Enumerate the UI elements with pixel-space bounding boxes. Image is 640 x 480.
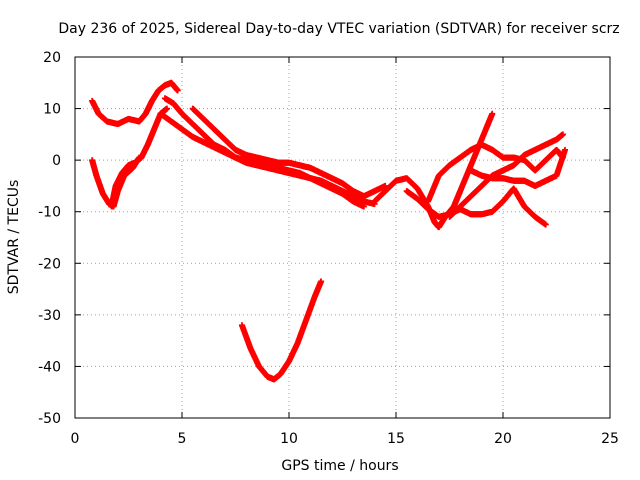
axis-ticks — [74, 56, 611, 419]
y-tick-label: -10 — [38, 205, 61, 221]
grid-lines — [75, 57, 610, 418]
x-tick-label: 15 — [387, 431, 405, 447]
y-axis-label: SDTVAR / TECUs — [6, 180, 22, 295]
data-point — [489, 110, 496, 117]
y-tick-label: 10 — [43, 102, 61, 118]
series-track-i — [403, 185, 549, 228]
y-tick-labels: -50 -40 -30 -20 -10 0 10 20 — [38, 50, 61, 427]
y-tick-label: 20 — [43, 50, 61, 66]
x-tick-label: 10 — [280, 431, 298, 447]
y-tick-label: 0 — [52, 153, 61, 169]
data-point — [542, 221, 549, 228]
plot-frame — [74, 56, 611, 419]
x-tick-label: 25 — [601, 431, 619, 447]
data-point — [174, 87, 181, 94]
x-tick-label: 5 — [178, 431, 187, 447]
x-tick-labels: 0 5 10 15 20 25 — [71, 431, 619, 447]
data-points — [89, 79, 569, 383]
data-point — [360, 203, 367, 210]
series-track-e — [157, 110, 367, 210]
data-point — [562, 146, 569, 153]
data-point — [164, 105, 171, 112]
chart-title: Day 236 of 2025, Sidereal Day-to-day VTE… — [58, 21, 619, 37]
series-track-f — [189, 105, 389, 200]
series-track-l — [467, 146, 569, 189]
x-axis-label: GPS time / hours — [281, 458, 398, 474]
x-tick-label: 0 — [71, 431, 80, 447]
data-point — [318, 278, 325, 285]
x-tick-label: 20 — [494, 431, 512, 447]
y-tick-label: -40 — [38, 359, 61, 375]
series-track-g — [238, 278, 325, 383]
y-tick-label: -50 — [38, 411, 61, 427]
y-tick-label: -20 — [38, 256, 61, 272]
y-tick-label: -30 — [38, 308, 61, 324]
series-track-j — [425, 141, 566, 205]
series-track-a — [89, 79, 181, 128]
data-point — [559, 131, 566, 138]
